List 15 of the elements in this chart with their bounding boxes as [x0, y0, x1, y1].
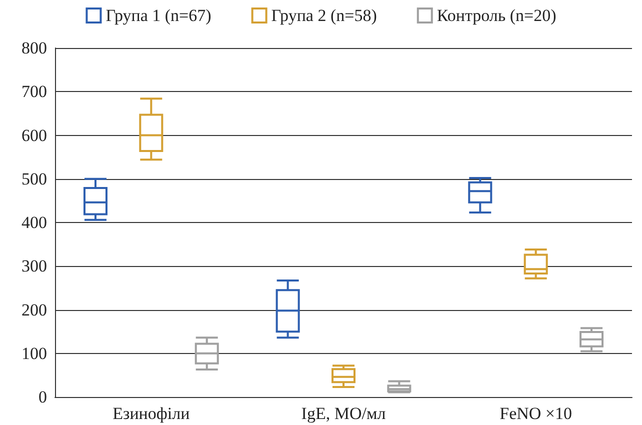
legend-label: Контроль (n=20): [436, 6, 556, 25]
x-tick-label: FeNO ×10: [500, 404, 572, 423]
y-tick-label: 100: [22, 344, 47, 363]
x-tick-label: IgE, МО/мл: [301, 404, 386, 423]
y-tick-label: 600: [22, 126, 47, 145]
y-tick-label: 0: [38, 388, 47, 406]
y-tick-label: 300: [22, 256, 47, 276]
y-tick-label: 800: [22, 38, 47, 58]
y-tick-label: 500: [22, 169, 47, 188]
y-tick-label: 700: [22, 82, 47, 102]
legend-label: Група 2 (n=58): [271, 6, 377, 25]
x-tick-label: Езинофіли: [112, 404, 190, 423]
legend-label: Група 1 (n=67): [106, 6, 212, 25]
y-tick-label: 400: [22, 213, 47, 232]
y-tick-label: 200: [22, 300, 47, 320]
